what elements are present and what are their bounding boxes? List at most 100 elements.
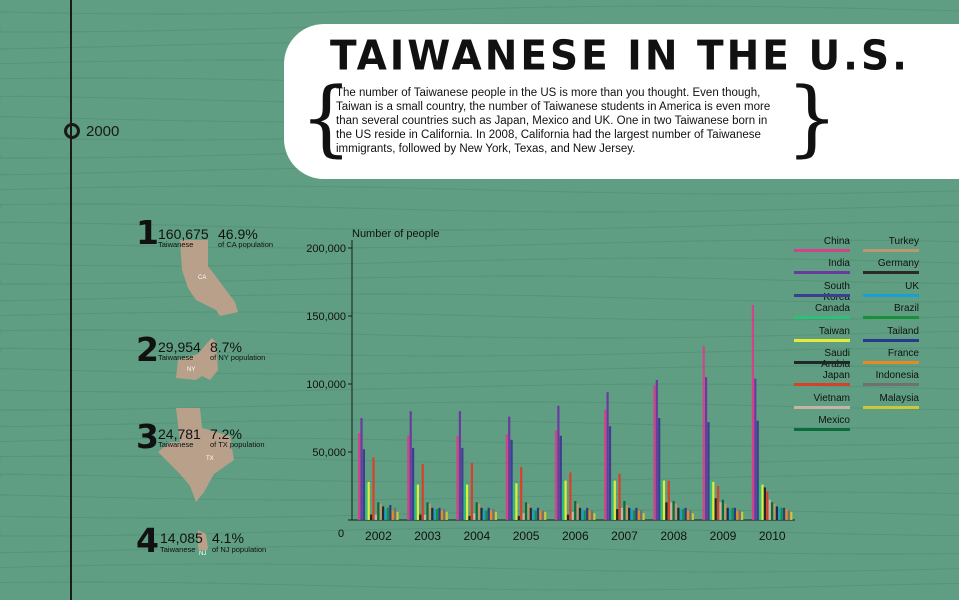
bar-china-2007 (604, 409, 607, 520)
bar-taiwan-2005 (515, 483, 518, 520)
state-percent: 4.1% (212, 530, 244, 546)
bar-uk-2003 (433, 509, 436, 520)
bar-taiwan-2004 (466, 484, 469, 520)
bar-china-2003 (407, 435, 410, 520)
bar-france-2006 (588, 510, 591, 520)
state-rank: 3 (136, 417, 159, 456)
bar-tailand-2010 (783, 507, 786, 520)
legend-swatch (794, 405, 850, 409)
bar-china-2009 (702, 345, 705, 520)
bar-turkey-2010 (773, 503, 776, 520)
bar-uk-2008 (679, 509, 682, 520)
bar-mexico-2008 (672, 501, 675, 520)
bar-taiwan-2006 (564, 480, 567, 520)
legend-label: South Korea (823, 280, 850, 303)
bar-india-2006 (557, 405, 560, 520)
bar-canada-2002 (365, 483, 368, 520)
legend-label: India (828, 258, 850, 270)
bar-saudi-arabia-2008 (665, 502, 668, 520)
bar-vietnam-2010 (768, 499, 771, 520)
legend-label: Mexico (818, 415, 850, 427)
bar-saudi-arabia-2005 (517, 515, 520, 520)
x-tick-label: 2007 (611, 529, 638, 543)
intro-paragraph: The number of Taiwanese people in the US… (336, 87, 771, 155)
state-rank: 4 (136, 521, 159, 560)
state-percent: 8.7% (210, 339, 242, 355)
page-title: TAIWANESE IN THE U.S. (330, 32, 910, 81)
bar-japan-2008 (667, 480, 670, 520)
legend-swatch (794, 249, 850, 252)
bar-tailand-2006 (586, 507, 589, 520)
bar-malaysia-2003 (445, 511, 448, 520)
state-abbr-ny: NY (187, 367, 196, 373)
bar-japan-2007 (618, 473, 621, 520)
wave-line (0, 437, 959, 447)
bar-malaysia-2004 (494, 511, 497, 520)
bar-saudi-arabia-2007 (616, 509, 619, 520)
bar-brazil-2005 (534, 510, 537, 520)
bar-turkey-2006 (576, 503, 579, 520)
bar-vietnam-2005 (522, 513, 525, 520)
bar-india-2010 (754, 378, 757, 520)
bar-japan-2002 (372, 457, 375, 520)
bar-turkey-2003 (428, 503, 431, 520)
state-population-label: Taiwanese (158, 353, 194, 362)
bar-vietnam-2007 (620, 507, 624, 520)
timeline-year: 2000 (86, 123, 120, 140)
legend-label: UK (905, 280, 919, 292)
state-population: 29,954 (158, 339, 201, 355)
state-population: 24,781 (158, 426, 201, 442)
title-card (284, 24, 959, 179)
bar-taiwan-2002 (367, 481, 370, 520)
bar-france-2004 (490, 510, 493, 520)
bar-china-2004 (456, 435, 459, 520)
bar-saudi-arabia-2002 (370, 514, 373, 520)
bar-uk-2002 (384, 509, 387, 520)
bar-canada-2009 (709, 480, 712, 520)
bar-taiwan-2009 (712, 481, 715, 520)
bar-vietnam-2009 (719, 502, 722, 520)
bar-tailand-2009 (733, 507, 736, 520)
bar-france-2005 (539, 510, 542, 520)
state-percent-label: of NY population (210, 353, 266, 362)
legend-swatch (794, 428, 850, 432)
bar-indonesia-2009 (738, 510, 741, 520)
legend-swatch (863, 383, 919, 387)
bar-vietnam-2008 (670, 502, 673, 520)
state-percent: 7.2% (210, 426, 242, 442)
legend-label: Saudi Arabia (821, 348, 850, 370)
state-maps (158, 240, 238, 550)
bar-saudi-arabia-2006 (566, 514, 570, 520)
bar-south-korea-2002 (362, 449, 365, 520)
wave-line (0, 329, 959, 339)
wave-line (0, 563, 959, 573)
legend-swatch (794, 271, 850, 275)
bar-saudi-arabia-2009 (714, 498, 717, 520)
bar-canada-2007 (611, 480, 614, 520)
bar-indonesia-2005 (541, 510, 544, 520)
bar-china-2005 (505, 434, 508, 520)
bar-canada-2003 (414, 484, 417, 520)
state-percent-label: of NJ population (212, 545, 267, 554)
bar-brazil-2010 (780, 507, 783, 520)
wave-line (0, 5, 959, 15)
bar-france-2007 (637, 510, 640, 520)
wave-line (0, 473, 959, 483)
legend-swatch (794, 293, 850, 297)
bar-south-korea-2010 (756, 420, 759, 520)
bar-france-2003 (440, 510, 443, 520)
bar-china-2010 (751, 305, 754, 520)
y-tick-label: 50,000 (312, 447, 346, 459)
legend-swatch (863, 316, 919, 320)
timeline-marker[interactable] (64, 123, 80, 139)
bar-saudi-arabia-2010 (763, 487, 766, 520)
bar-taiwan-2010 (761, 484, 764, 520)
wave-line (0, 293, 959, 303)
bar-brazil-2003 (436, 509, 439, 520)
bar-india-2002 (360, 418, 363, 520)
bar-malaysia-2007 (642, 513, 645, 520)
bar-malaysia-2010 (790, 511, 793, 520)
bar-turkey-2007 (625, 505, 628, 520)
y-tick-label: 200,000 (306, 243, 346, 255)
state-abbr-tx: TX (206, 456, 214, 462)
